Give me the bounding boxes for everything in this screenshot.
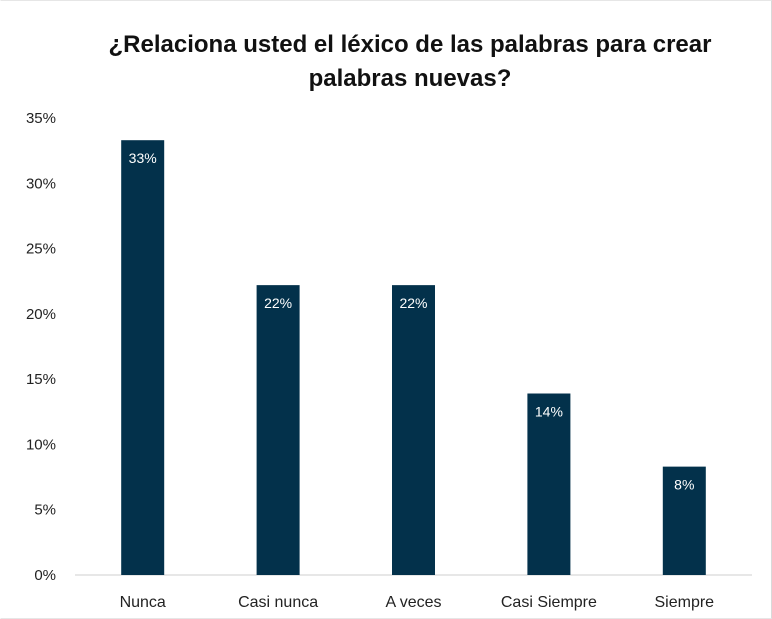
y-tick-label: 0% [34,567,56,584]
chart-title: ¿Relaciona usted el léxico de las palabr… [108,31,712,92]
bar [121,140,165,575]
y-axis-tick-labels: 0% 5% 10% 15% 20% 25% 30% 35% [26,110,56,584]
bars-group [121,140,706,575]
y-tick-label: 30% [26,175,56,192]
data-label: 8% [674,477,694,493]
data-labels-group: 33% 22% 22% 14% 8% [129,150,695,492]
bar [256,285,300,575]
y-tick-label: 25% [26,241,56,258]
y-tick-label: 10% [26,436,56,453]
category-label: Casi Siempre [501,594,597,611]
category-label: Casi nunca [238,594,318,611]
data-label: 22% [399,295,427,311]
bar [527,393,571,575]
data-label: 14% [535,404,563,420]
y-tick-label: 20% [26,306,56,323]
bar [662,466,706,575]
bar [392,285,435,575]
y-tick-label: 15% [26,371,56,388]
y-tick-label: 35% [26,110,56,127]
category-label: Nunca [120,594,166,611]
category-labels-group: Nunca Casi nunca A veces Casi Siempre Siempr… [120,594,715,611]
category-label: A veces [385,594,441,611]
y-tick-label: 5% [34,502,56,519]
data-label: 22% [264,295,292,311]
data-label: 33% [129,150,157,166]
category-label: Siempre [655,594,715,611]
